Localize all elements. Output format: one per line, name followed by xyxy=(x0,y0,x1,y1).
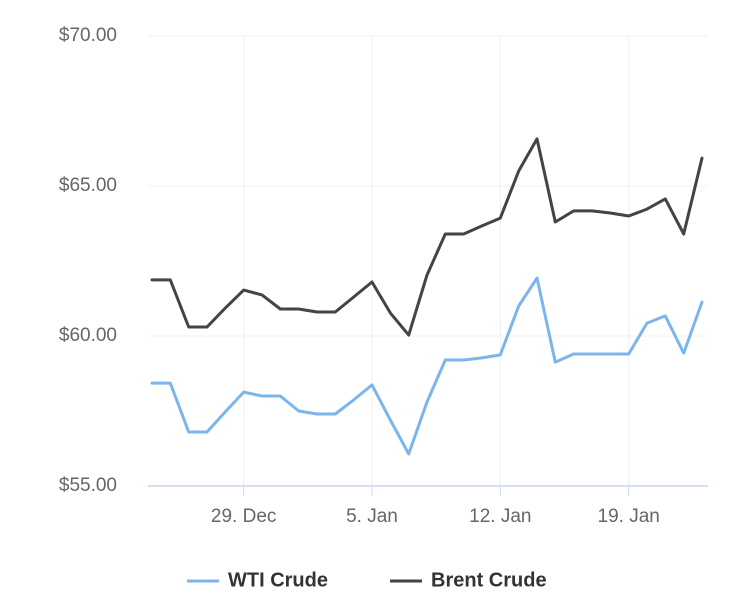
y-tick-label: $55.00 xyxy=(59,475,117,496)
series-line xyxy=(150,276,704,456)
x-tick-label: 29. Dec xyxy=(211,506,276,527)
x-tick-label: 5. Jan xyxy=(346,506,398,527)
y-tick-label: $60.00 xyxy=(59,325,117,346)
legend-label: Brent Crude xyxy=(431,569,547,591)
y-tick-label: $65.00 xyxy=(59,175,117,196)
y-tick-label: $70.00 xyxy=(59,25,117,46)
series-line xyxy=(150,137,704,337)
x-tick-label: 12. Jan xyxy=(469,506,531,527)
legend-label: WTI Crude xyxy=(228,569,328,591)
x-tick-label: 19. Jan xyxy=(598,506,660,527)
